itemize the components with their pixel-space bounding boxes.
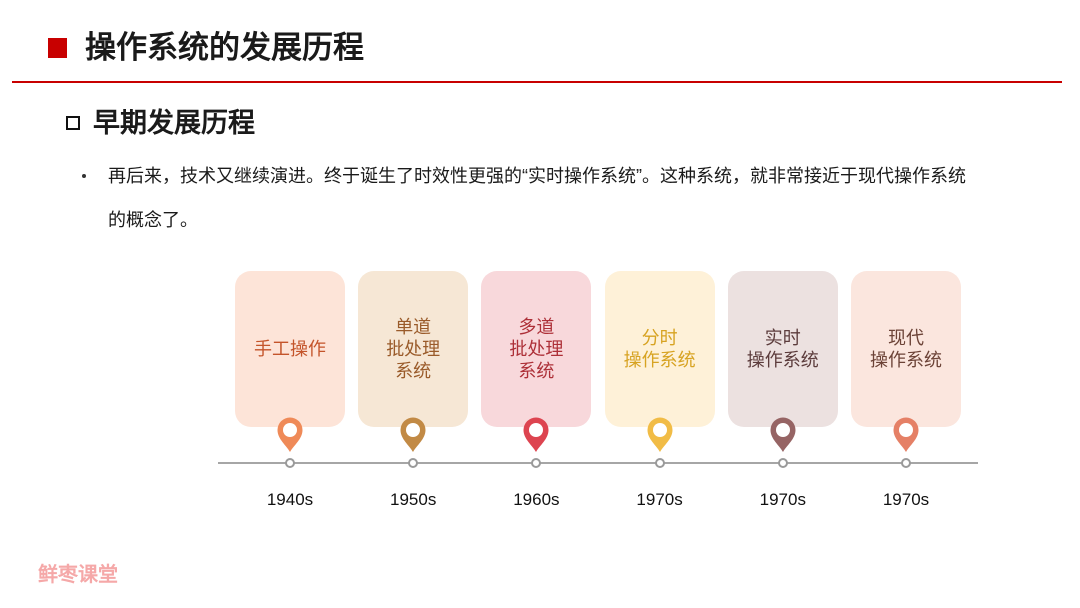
- pin-graphic: [893, 417, 919, 452]
- pin-hole: [406, 423, 421, 437]
- stage-label-line: 分时: [641, 328, 678, 348]
- stage-label-line: 现代: [888, 328, 924, 348]
- timeline-node-icon: [777, 458, 788, 468]
- stage-card: 分时 操作系统: [604, 271, 715, 427]
- stage-year: 1970s: [636, 490, 683, 509]
- pin-graphic: [277, 417, 303, 452]
- pin-hole: [652, 423, 667, 437]
- timeline-node-icon: [408, 458, 419, 468]
- pin-hole: [899, 423, 913, 437]
- stage-label-line: 系统: [518, 361, 555, 381]
- stage-card: 手工操作: [235, 271, 345, 427]
- bullet-text: 再后来，技术又继续演进。终于诞生了时效性更强的“实时操作系统”。这种系统，就非常…: [108, 166, 966, 230]
- hollow-square-icon: [66, 116, 80, 130]
- timeline-axis: [218, 462, 978, 464]
- location-pin-icon: [276, 417, 304, 453]
- header-divider: [12, 81, 1062, 83]
- timeline-stage-2: 单道 批处理 系统 1950s: [358, 271, 469, 521]
- location-pin-icon: [769, 417, 797, 453]
- stage-label-line: 单道: [395, 317, 432, 337]
- stage-year: 1940s: [266, 490, 314, 509]
- location-pin-icon: [399, 417, 427, 453]
- square-icon: [48, 38, 67, 58]
- timeline-stage-5: 实时 操作系统 1970s: [727, 271, 838, 521]
- stage-card: 现代 操作系统: [851, 271, 961, 427]
- pin-hole: [283, 423, 297, 437]
- timeline-stage-3: 多道 批处理 系统 1960s: [481, 271, 592, 521]
- stage-year: 1970s: [759, 490, 806, 509]
- pin-hole: [529, 423, 544, 437]
- stage-label-line: 系统: [395, 361, 432, 381]
- stage-label-line: 操作系统: [623, 350, 696, 370]
- section-title: 早期发展历程: [93, 108, 255, 138]
- location-pin-icon: [892, 417, 920, 453]
- stage-year: 1950s: [390, 490, 437, 509]
- stage-card: 实时 操作系统: [727, 271, 838, 427]
- stage-label-line: 实时: [764, 328, 801, 348]
- timeline-stage-6: 现代 操作系统 1970s: [851, 271, 961, 521]
- timeline-node-icon: [531, 458, 542, 468]
- watermark-logo: 鲜枣课堂: [38, 564, 118, 586]
- stage-year: 1970s: [882, 490, 930, 509]
- timeline-stage-4: 分时 操作系统 1970s: [604, 271, 715, 521]
- pin-hole: [775, 423, 790, 437]
- pin-graphic: [523, 417, 549, 452]
- pin-graphic: [400, 417, 426, 452]
- stage-label-line: 多道: [518, 317, 555, 337]
- stage-year: 1960s: [513, 490, 560, 509]
- pin-graphic: [647, 417, 673, 452]
- timeline-stage-1: 手工操作 1940s: [235, 271, 345, 521]
- stage-label-line: 操作系统: [746, 350, 819, 370]
- stage-label-line: 批处理: [386, 339, 441, 359]
- stage-card: 单道 批处理 系统: [358, 271, 469, 427]
- location-pin-icon: [646, 417, 674, 453]
- page-title: 操作系统的发展历程: [85, 30, 364, 65]
- timeline-node-icon: [901, 458, 911, 468]
- stage-label-line: 操作系统: [870, 350, 942, 370]
- timeline-node-icon: [654, 458, 665, 468]
- stage-label-line: 手工操作: [254, 339, 326, 359]
- bullet-dot-icon: [82, 174, 86, 178]
- timeline-node-icon: [285, 458, 295, 468]
- stage-label-line: 批处理: [509, 339, 564, 359]
- stage-card: 多道 批处理 系统: [481, 271, 592, 427]
- pin-graphic: [770, 417, 796, 452]
- location-pin-icon: [522, 417, 550, 453]
